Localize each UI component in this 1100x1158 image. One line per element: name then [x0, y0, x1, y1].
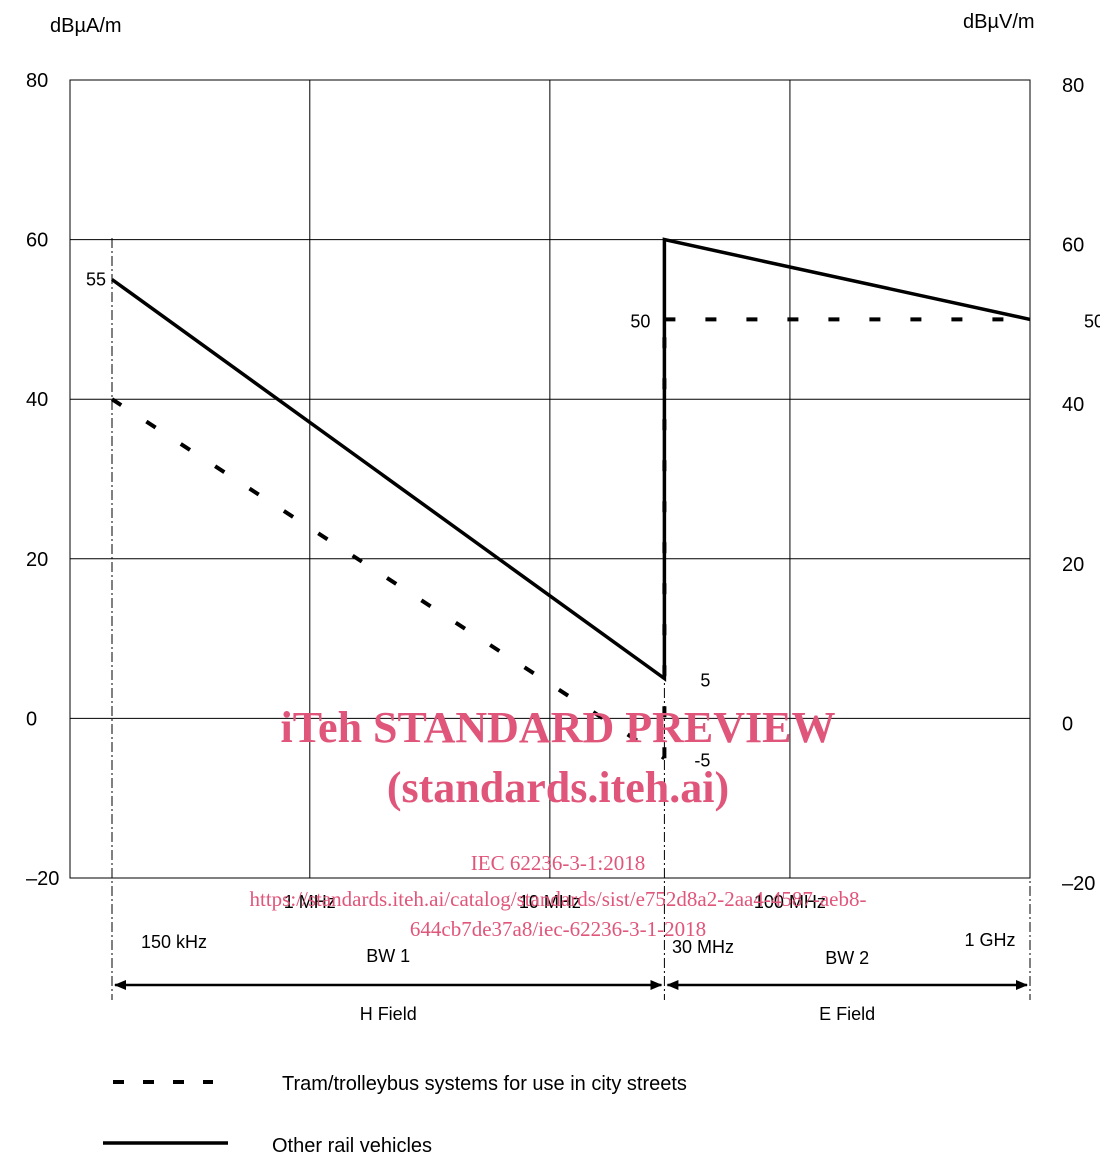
legend-label-other: Other rail vehicles — [272, 1135, 432, 1157]
axis-ticks: 80 60 40 20 0 –20 80 60 40 20 0 –20 1 MHz 10 MHz 100 M… — [26, 70, 1095, 912]
point-annotations: 55 50 5 -5 50 — [86, 270, 1100, 771]
series-other-rail-line — [110, 237, 1031, 682]
legend: Tram/trolleybus systems for use in city … — [103, 1073, 687, 1157]
legend-label-tram: Tram/trolleybus systems for use in city … — [282, 1073, 687, 1095]
point-annotation: 55 — [86, 270, 106, 290]
point-annotation: 50 — [1084, 311, 1100, 331]
point-annotation: 50 — [630, 311, 650, 331]
series-tram-segment — [110, 397, 666, 760]
y-left-tick-label: 40 — [26, 389, 48, 411]
band-bw-label: BW 1 — [366, 946, 410, 966]
band-edge-label: 1 GHz — [964, 930, 1015, 950]
y-left-tick-label: 20 — [26, 549, 48, 571]
y-left-tick-label: 0 — [26, 708, 37, 730]
plot-grid — [69, 79, 1031, 879]
band-field-label: E Field — [819, 1004, 875, 1024]
y-left-unit: dBµA/m — [50, 15, 122, 37]
y-left-tick-label: 60 — [26, 230, 48, 252]
frequency-bands: 150 kHz 30 MHz 1 GHz BW 1 H Field BW 2 E Field — [111, 238, 1031, 1024]
watermark-url-2: 644cb7de37a8/iec-62236-3-1-2018 — [410, 917, 706, 941]
band-edge-label: 150 kHz — [141, 932, 207, 952]
x-tick-label: 1 MHz — [284, 892, 336, 912]
y-right-tick-label: 20 — [1062, 554, 1084, 576]
band-edge-label: 30 MHz — [672, 937, 734, 957]
y-right-tick-label: 40 — [1062, 394, 1084, 416]
point-annotation: 5 — [700, 671, 710, 691]
y-right-tick-label: 80 — [1062, 75, 1084, 97]
x-tick-label: 100 MHz — [754, 892, 826, 912]
band-bw-label: BW 2 — [825, 948, 869, 968]
watermark-subtitle: (standards.iteh.ai) — [387, 763, 729, 812]
watermark-title: iTeh STANDARD PREVIEW — [281, 703, 836, 752]
x-tick-label: 10 MHz — [519, 892, 581, 912]
series-lines — [110, 237, 1031, 760]
y-right-tick-label: 60 — [1062, 235, 1084, 257]
y-left-tick-label: 80 — [26, 70, 48, 92]
y-right-tick-label: 0 — [1062, 713, 1073, 735]
y-left-tick-label: –20 — [26, 868, 59, 890]
watermark-url-1: https://standards.iteh.ai/catalog/standa… — [250, 887, 867, 911]
point-annotation: -5 — [694, 750, 710, 770]
band-field-label: H Field — [360, 1004, 417, 1024]
y-right-tick-label: –20 — [1062, 873, 1095, 895]
y-right-unit: dBµV/m — [963, 11, 1035, 33]
watermark-standard: IEC 62236-3-1:2018 — [471, 851, 645, 875]
watermark: iTeh STANDARD PREVIEW (standards.iteh.ai… — [250, 703, 867, 941]
